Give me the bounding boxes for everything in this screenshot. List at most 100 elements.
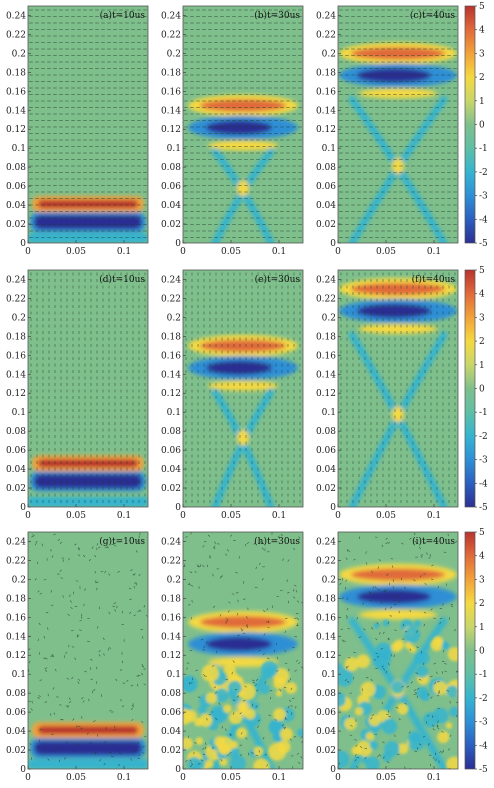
y-tick-label: 0.2	[12, 49, 26, 59]
colorbar-tick-label: 3	[479, 49, 485, 59]
y-tick-label: 0.12	[161, 125, 181, 135]
y-tick-label: 0.12	[6, 125, 26, 135]
panel-frame	[337, 269, 459, 508]
colorbar-tick-label: 1	[479, 361, 485, 371]
panel-frame	[182, 5, 304, 244]
y-tick-label: 0.06	[161, 708, 181, 718]
interference-node	[237, 429, 249, 446]
panel-a: (a)t=10us 0 0.02 0.04 0.06 0.08 0.1 0.12 0.14 0.1…	[6, 5, 149, 257]
vector-field	[340, 272, 456, 503]
colorbar-tick-label: -3	[479, 456, 488, 466]
panel-frame	[337, 531, 459, 770]
colorbar-tick-label: 2	[479, 337, 485, 347]
panel-i: (i)t=40us 0 0.02 0.04 0.06 0.08 0.1 0.12 0.14 0.1…	[316, 531, 459, 783]
y-tick-label: 0.08	[316, 163, 336, 173]
y-tick-label: 0.04	[6, 727, 26, 737]
colorbar-row-3: 5 4 3 2 1 0 -1 -2 -3 -4 -5	[464, 528, 488, 775]
y-tick-label: 0.1	[12, 670, 26, 680]
y-tick-label: 0	[20, 239, 26, 249]
colorbar-tick-label: -1	[479, 670, 488, 680]
colorbar-tick-label: 5	[479, 266, 485, 276]
panel-e: (e)t=30us 0 0.02 0.04 0.06 0.08 0.1 0.12 0.14 0.1…	[161, 269, 304, 521]
y-tick-label: 0.18	[161, 594, 181, 604]
y-tick-label: 0.2	[322, 313, 336, 323]
y-tick-label: 0.16	[161, 613, 181, 623]
x-tick-label: 0	[180, 511, 186, 521]
colorbar-tick-label: 1	[479, 623, 485, 633]
y-tick-label: 0.1	[167, 144, 181, 154]
vector-field	[183, 532, 303, 769]
panel-c: (c)t=40us 0 0.02 0.04 0.06 0.08 0.1 0.12 0.14 0.1…	[316, 5, 459, 257]
y-tick-label: 0.2	[322, 49, 336, 59]
y-tick-label: 0.08	[161, 689, 181, 699]
y-tick-label: 0	[175, 765, 181, 775]
y-tick-label: 0.22	[6, 30, 26, 40]
x-tick-label: 0.1	[427, 511, 441, 521]
colorbar-tick-label: -3	[479, 192, 488, 202]
bottom-band	[28, 233, 148, 243]
y-tick-label: 0.1	[322, 670, 336, 680]
y-tick-label: 0.06	[316, 446, 336, 456]
y-tick-label: 0.12	[161, 389, 181, 399]
y-tick-label: 0.08	[6, 427, 26, 437]
colorbar-row-2: 5 4 3 2 1 0 -1 -2 -3 -4 -5	[464, 266, 488, 513]
y-tick-label: 0.02	[161, 484, 181, 494]
y-tick-label: 0.08	[161, 163, 181, 173]
y-tick-label: 0.16	[316, 351, 336, 361]
colorbar-tick-label: -2	[479, 694, 488, 704]
secondary-positive	[208, 380, 278, 391]
y-tick-label: 0.12	[316, 651, 336, 661]
panel-frame	[27, 269, 149, 508]
y-tick-label: 0.18	[316, 594, 336, 604]
y-tick-label: 0.18	[161, 68, 181, 78]
y-tick-label: 0.08	[6, 163, 26, 173]
colorbar-tick-label: 5	[479, 528, 485, 538]
secondary-positive	[208, 140, 278, 151]
y-tick-label: 0.08	[161, 427, 181, 437]
negative-core	[34, 474, 142, 489]
colorbar-tick-label: 3	[479, 313, 485, 323]
colorbar-tick-label: 1	[479, 97, 485, 107]
y-tick-label: 0.22	[6, 294, 26, 304]
y-tick-label: 0.24	[6, 11, 26, 21]
y-tick-label: 0.16	[6, 613, 26, 623]
y-tick-label: 0.02	[6, 746, 26, 756]
y-tick-label: 0.06	[316, 708, 336, 718]
x-tick-label: 0.05	[221, 773, 241, 783]
interference-node	[392, 158, 404, 175]
y-tick-label: 0.08	[316, 427, 336, 437]
x-tick-label: 0.05	[66, 511, 86, 521]
y-tick-label: 0.14	[161, 106, 181, 116]
colorbar-tick-label: -4	[479, 215, 488, 225]
colorbar-tick-label: 4	[479, 26, 485, 36]
panel-frame	[182, 269, 304, 508]
colorbar-tick-label: 4	[479, 290, 485, 300]
y-tick-label: 0.14	[6, 632, 26, 642]
x-tick-label: 0	[25, 247, 31, 257]
secondary-positive	[359, 609, 437, 620]
y-tick-label: 0.06	[6, 708, 26, 718]
y-tick-label: 0.06	[161, 446, 181, 456]
panel-d: (d)t=10us 0 0.02 0.04 0.06 0.08 0.1 0.12 0.14 0.1…	[6, 269, 149, 521]
colorbar-tick-label: 3	[479, 575, 485, 585]
y-tick-label: 0.1	[322, 408, 336, 418]
x-tick-label: 0.05	[221, 247, 241, 257]
panel-frame	[337, 5, 459, 244]
y-tick-label: 0.2	[167, 575, 181, 585]
bottom-band	[28, 759, 148, 769]
wavefront-positive-core	[200, 339, 286, 352]
wavefront-negative-core	[206, 637, 272, 652]
interference-node	[237, 180, 249, 197]
x-tick-label: 0	[25, 773, 31, 783]
panel-label: (i)t=40us	[412, 536, 455, 547]
panel-h: (h)t=30us 0 0.02 0.04 0.06 0.08 0.1 0.12 0.14 0.1…	[161, 531, 304, 783]
vector-field	[338, 532, 458, 769]
colorbar-tick-label: 4	[479, 552, 485, 562]
y-tick-label: 0.1	[322, 144, 336, 154]
colorbar-tick-label: -3	[479, 718, 488, 728]
panel-label: (g)t=10us	[99, 536, 145, 547]
secondary-positive	[359, 88, 437, 99]
panel-g: (g)t=10us 0 0.02 0.04 0.06 0.08 0.1 0.12 0.14 0.1…	[6, 531, 149, 783]
y-tick-label: 0.12	[6, 651, 26, 661]
y-tick-label: 0.04	[161, 727, 181, 737]
